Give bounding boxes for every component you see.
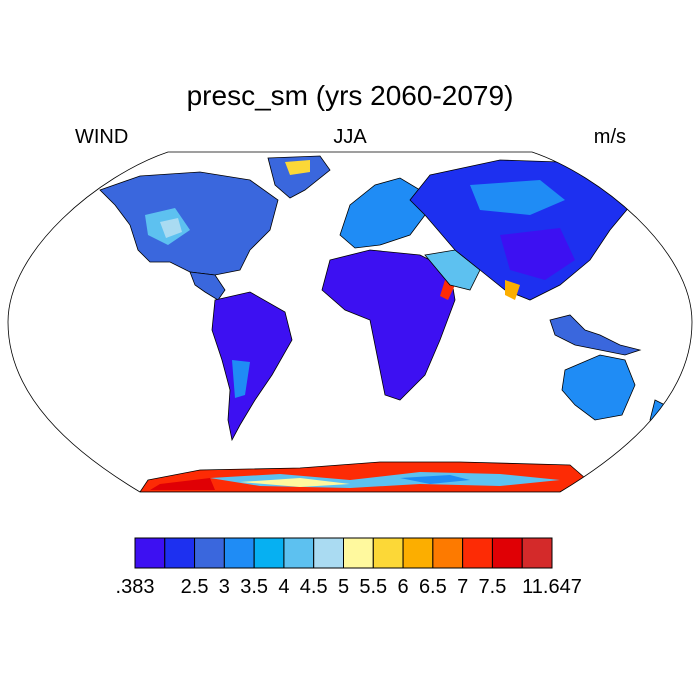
- legend-tick-label: 4.5: [299, 576, 328, 598]
- legend-tick-label: 4: [278, 576, 290, 598]
- north-america: [99, 171, 279, 276]
- legend-swatch: [223, 537, 255, 569]
- variable-label: WIND: [75, 126, 129, 148]
- legend-swatch: [372, 537, 404, 569]
- legend-tick-label: 6: [397, 576, 409, 598]
- maritime-asia: [549, 314, 642, 356]
- legend-swatch: [313, 537, 345, 569]
- greenland-detail: [285, 160, 310, 175]
- arabia: [424, 249, 481, 291]
- asia: [409, 159, 636, 301]
- legend-swatch: [253, 537, 285, 569]
- antarctica-detail: [400, 475, 470, 484]
- legend-swatch: [432, 537, 464, 569]
- legend-tick-label: 7: [457, 576, 469, 598]
- north-america-detail: [160, 218, 182, 238]
- map-title: presc_sm (yrs 2060-2079): [186, 80, 514, 111]
- season-label: JJA: [333, 126, 367, 148]
- legend-swatch: [462, 537, 493, 569]
- legend-swatch: [134, 537, 166, 569]
- legend-swatch: [521, 537, 553, 569]
- asia-detail: [500, 228, 575, 280]
- south-america-detail: [232, 360, 250, 398]
- asia-detail: [470, 180, 565, 215]
- asia-detail: [505, 280, 520, 300]
- south-america: [211, 291, 293, 442]
- antarctica-detail: [240, 478, 350, 487]
- legend-swatch: [194, 537, 225, 569]
- africa: [321, 249, 456, 401]
- legend-swatch: [283, 537, 315, 569]
- legend-tick-label: 5: [337, 576, 350, 598]
- legend-tick-label: 2.5: [180, 576, 209, 598]
- legend-tick-label: 11.647: [522, 576, 582, 598]
- legend-tick-label: 5.5: [359, 576, 388, 598]
- legend-swatch: [164, 537, 196, 569]
- legend-tick-label: .383: [115, 576, 155, 598]
- legend-swatch: [402, 537, 434, 569]
- legend-tick-label: 3: [218, 576, 230, 598]
- legend-swatch: [491, 537, 523, 569]
- units-label: m/s: [593, 126, 626, 148]
- map-boundary: [7, 151, 693, 493]
- greenland: [267, 155, 331, 199]
- legend-tick-label: 3.5: [240, 576, 269, 598]
- australia: [561, 354, 636, 421]
- antarctica-detail: [150, 478, 215, 490]
- legend-tick-label: 7.5: [478, 576, 507, 598]
- legend-swatch: [343, 537, 374, 569]
- legend-tick-label: 6.5: [418, 576, 447, 598]
